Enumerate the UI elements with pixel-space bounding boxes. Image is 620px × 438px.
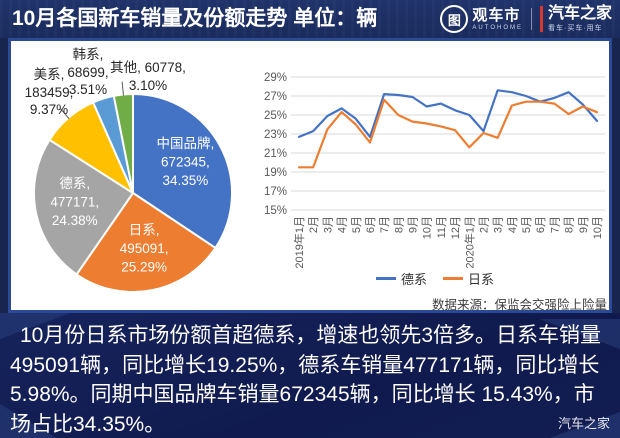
logo-circle-glyph: 图 bbox=[447, 12, 461, 28]
x-axis-tick-label: 5月 bbox=[351, 216, 363, 233]
y-axis-tick-label: 15% bbox=[264, 205, 287, 217]
x-axis-tick-label: 2月 bbox=[308, 216, 320, 233]
y-axis-tick-label: 19% bbox=[264, 167, 287, 179]
line-chart: 15% 17% 19% 21% 23% 25% 27% 29% 2019年1月 2月 3月 4月 5月 6… bbox=[259, 55, 611, 312]
pie-svg: 中国品牌, 672345, 34.35% 日系, 495091, 25.29% 德系, 477… bbox=[32, 81, 234, 294]
x-axis-tick-label: 9月 bbox=[408, 216, 420, 233]
pie-inside-label-0: 中国品牌, 672345, 34.35% bbox=[156, 135, 214, 188]
brand-logos: 图 观车市 AUTOHOME 汽车之家 看车·买车·用车 bbox=[440, 3, 612, 35]
pie-label-kr: 韩系, 68699, 3.51% bbox=[67, 47, 109, 98]
pie-label-us: 美系, 183459, 9.37% bbox=[24, 67, 74, 118]
pie-slice-2 bbox=[32, 138, 134, 276]
x-axis-tick-label: 2020年1月 bbox=[462, 216, 476, 269]
legend-item: 日系 bbox=[443, 269, 494, 288]
summary-text: 10月份日系市场份额首超德系，增速也领先3倍多。日系车销量495091辆，同比增… bbox=[10, 324, 602, 436]
pie-inside-label-1: 日系, 495091, 25.29% bbox=[120, 222, 169, 274]
legend-dash-icon bbox=[443, 277, 463, 280]
legend-label: 日系 bbox=[468, 272, 495, 287]
line-series-日系 bbox=[297, 98, 599, 169]
x-axis-tick-label: 10月 bbox=[422, 216, 434, 239]
y-axis-tick-label: 25% bbox=[264, 110, 287, 122]
x-axis-tick-label: 12月 bbox=[450, 216, 462, 239]
autohome-logo-text: 汽车之家 bbox=[547, 5, 612, 22]
logo-divider bbox=[530, 8, 532, 30]
legend: 德系 日系 bbox=[259, 269, 611, 288]
pie-label-other: 其他, 60778, 3.10% bbox=[110, 60, 186, 93]
autohome-logo-subtext: 看车·买车·用车 bbox=[547, 25, 603, 32]
pie-inside-label-2: 德系, 477171, 24.38% bbox=[50, 176, 99, 228]
legend-label: 德系 bbox=[400, 272, 427, 287]
legend-item: 德系 bbox=[375, 269, 427, 288]
y-axis-tick-label: 23% bbox=[264, 129, 287, 141]
guancheshi-logo-icon: 图 bbox=[440, 5, 469, 33]
y-axis-tick-label: 17% bbox=[264, 186, 287, 198]
x-axis-tick-label: 4月 bbox=[337, 216, 349, 233]
line-svg: 15%17%19%21%23%25%27%29%2019年1月 2月 3月 4月 5月 6… bbox=[264, 72, 605, 269]
x-axis-tick-label: 2019年1月 bbox=[292, 216, 306, 269]
y-axis-tick-label: 27% bbox=[264, 91, 287, 103]
pie-leader-line-5 bbox=[121, 81, 124, 96]
guancheshi-logo-text: 观车市 bbox=[472, 6, 521, 24]
page-title: 10月各国新车销量及份额走势 单位：辆 bbox=[12, 7, 378, 30]
x-axis-tick-label: 6月 bbox=[535, 216, 547, 233]
x-axis-tick-label: 5月 bbox=[521, 216, 533, 233]
summary-footer: 10月份日系市场份额首超德系，增速也领先3倍多。日系车销量495091辆，同比增… bbox=[0, 313, 620, 438]
header-bar: 10月各国新车销量及份额走势 单位：辆 图 观车市 AUTOHOME 汽车之家 … bbox=[0, 0, 620, 38]
x-axis-tick-label: 10月 bbox=[592, 216, 604, 239]
autohome-logo: 汽车之家 看车·买车·用车 bbox=[539, 5, 612, 32]
y-axis-tick-label: 29% bbox=[264, 72, 287, 84]
x-axis-tick-label: 6月 bbox=[365, 216, 377, 233]
data-source: 数据来源：保监会交强险上险量 bbox=[431, 298, 607, 312]
chart-panel: 中国品牌, 672345, 34.35% 日系, 495091, 25.29% 德系, 477… bbox=[8, 38, 612, 313]
pie-leader-line-3 bbox=[59, 107, 70, 119]
x-axis-tick-label: 2月 bbox=[478, 216, 490, 233]
x-axis-tick-label: 8月 bbox=[393, 216, 405, 233]
x-axis-tick-label: 7月 bbox=[549, 216, 561, 233]
line-series-德系 bbox=[297, 89, 599, 139]
guancheshi-logo: 图 观车市 AUTOHOME bbox=[440, 5, 523, 33]
x-axis-tick-label: 7月 bbox=[379, 216, 391, 233]
x-axis-tick-label: 11月 bbox=[436, 216, 448, 238]
pie-chart: 中国品牌, 672345, 34.35% 日系, 495091, 25.29% 德系, 477… bbox=[11, 41, 263, 310]
x-axis-tick-label: 3月 bbox=[322, 216, 334, 233]
pie-slice-1 bbox=[75, 192, 217, 294]
guancheshi-logo-subtext: AUTOHOME bbox=[472, 24, 523, 31]
watermark: 汽车之家 bbox=[557, 416, 610, 431]
x-axis-tick-label: 3月 bbox=[493, 216, 505, 233]
y-axis-tick-label: 21% bbox=[264, 148, 287, 160]
x-axis-tick-label: 4月 bbox=[507, 216, 519, 233]
x-axis-tick-label: 9月 bbox=[578, 216, 590, 233]
legend-dash-icon bbox=[375, 277, 396, 280]
x-axis-tick-label: 8月 bbox=[564, 216, 576, 233]
